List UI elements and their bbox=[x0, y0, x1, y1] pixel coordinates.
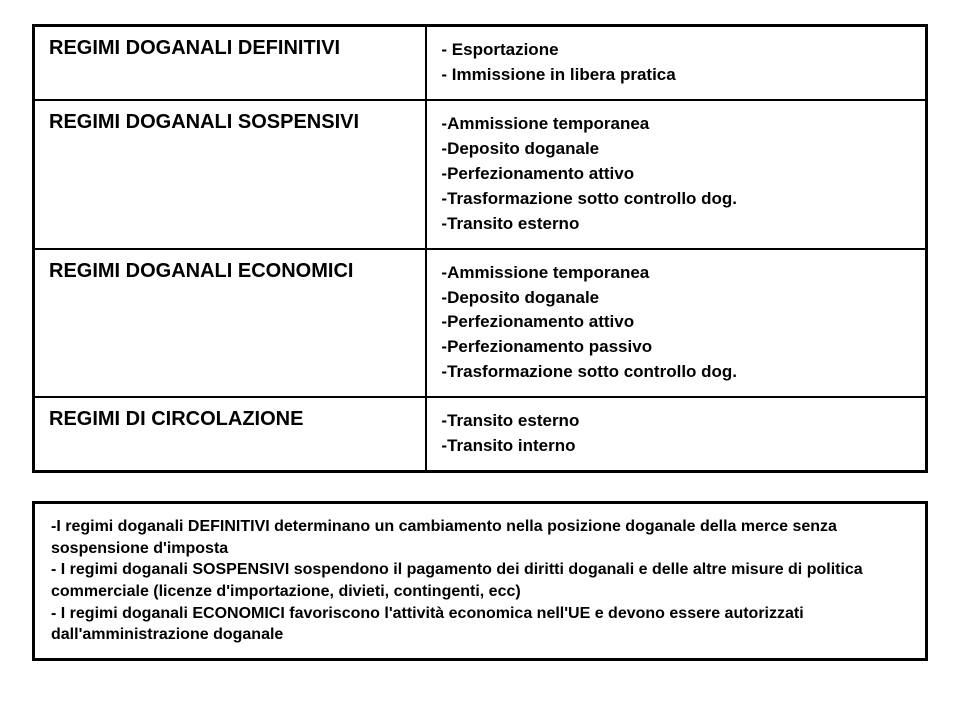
row-item: -Ammissione temporanea bbox=[441, 262, 911, 285]
row-item: -Perfezionamento attivo bbox=[441, 311, 911, 334]
row-label: REGIMI DOGANALI DEFINITIVI bbox=[34, 26, 427, 100]
row-items: - Esportazione - Immissione in libera pr… bbox=[426, 26, 926, 100]
row-item: -Transito esterno bbox=[441, 410, 911, 433]
note-line: - I regimi doganali ECONOMICI favoriscon… bbox=[51, 603, 909, 646]
row-label: REGIMI DOGANALI SOSPENSIVI bbox=[34, 100, 427, 249]
row-item: -Transito interno bbox=[441, 435, 911, 458]
row-item: -Trasformazione sotto controllo dog. bbox=[441, 188, 911, 211]
row-item: -Deposito doganale bbox=[441, 287, 911, 310]
row-item: - Immissione in libera pratica bbox=[441, 64, 911, 87]
note-line: - I regimi doganali SOSPENSIVI sospendon… bbox=[51, 559, 909, 602]
table-row: REGIMI DOGANALI SOSPENSIVI -Ammissione t… bbox=[34, 100, 927, 249]
row-items: -Ammissione temporanea -Deposito doganal… bbox=[426, 249, 926, 398]
row-item: -Transito esterno bbox=[441, 213, 911, 236]
row-item: -Trasformazione sotto controllo dog. bbox=[441, 361, 911, 384]
row-items: -Transito esterno -Transito interno bbox=[426, 397, 926, 471]
row-label: REGIMI DI CIRCOLAZIONE bbox=[34, 397, 427, 471]
note-line: -I regimi doganali DEFINITIVI determinan… bbox=[51, 516, 909, 559]
table-row: REGIMI DOGANALI DEFINITIVI - Esportazion… bbox=[34, 26, 927, 100]
table-row: REGIMI DOGANALI ECONOMICI -Ammissione te… bbox=[34, 249, 927, 398]
row-item: -Ammissione temporanea bbox=[441, 113, 911, 136]
row-item: -Perfezionamento attivo bbox=[441, 163, 911, 186]
row-items: -Ammissione temporanea -Deposito doganal… bbox=[426, 100, 926, 249]
row-label: REGIMI DOGANALI ECONOMICI bbox=[34, 249, 427, 398]
row-item: - Esportazione bbox=[441, 39, 911, 62]
notes-box: -I regimi doganali DEFINITIVI determinan… bbox=[32, 501, 928, 661]
row-item: -Deposito doganale bbox=[441, 138, 911, 161]
regimes-table-body: REGIMI DOGANALI DEFINITIVI - Esportazion… bbox=[34, 26, 927, 472]
row-item: -Perfezionamento passivo bbox=[441, 336, 911, 359]
table-row: REGIMI DI CIRCOLAZIONE -Transito esterno… bbox=[34, 397, 927, 471]
regimes-table: REGIMI DOGANALI DEFINITIVI - Esportazion… bbox=[32, 24, 928, 473]
